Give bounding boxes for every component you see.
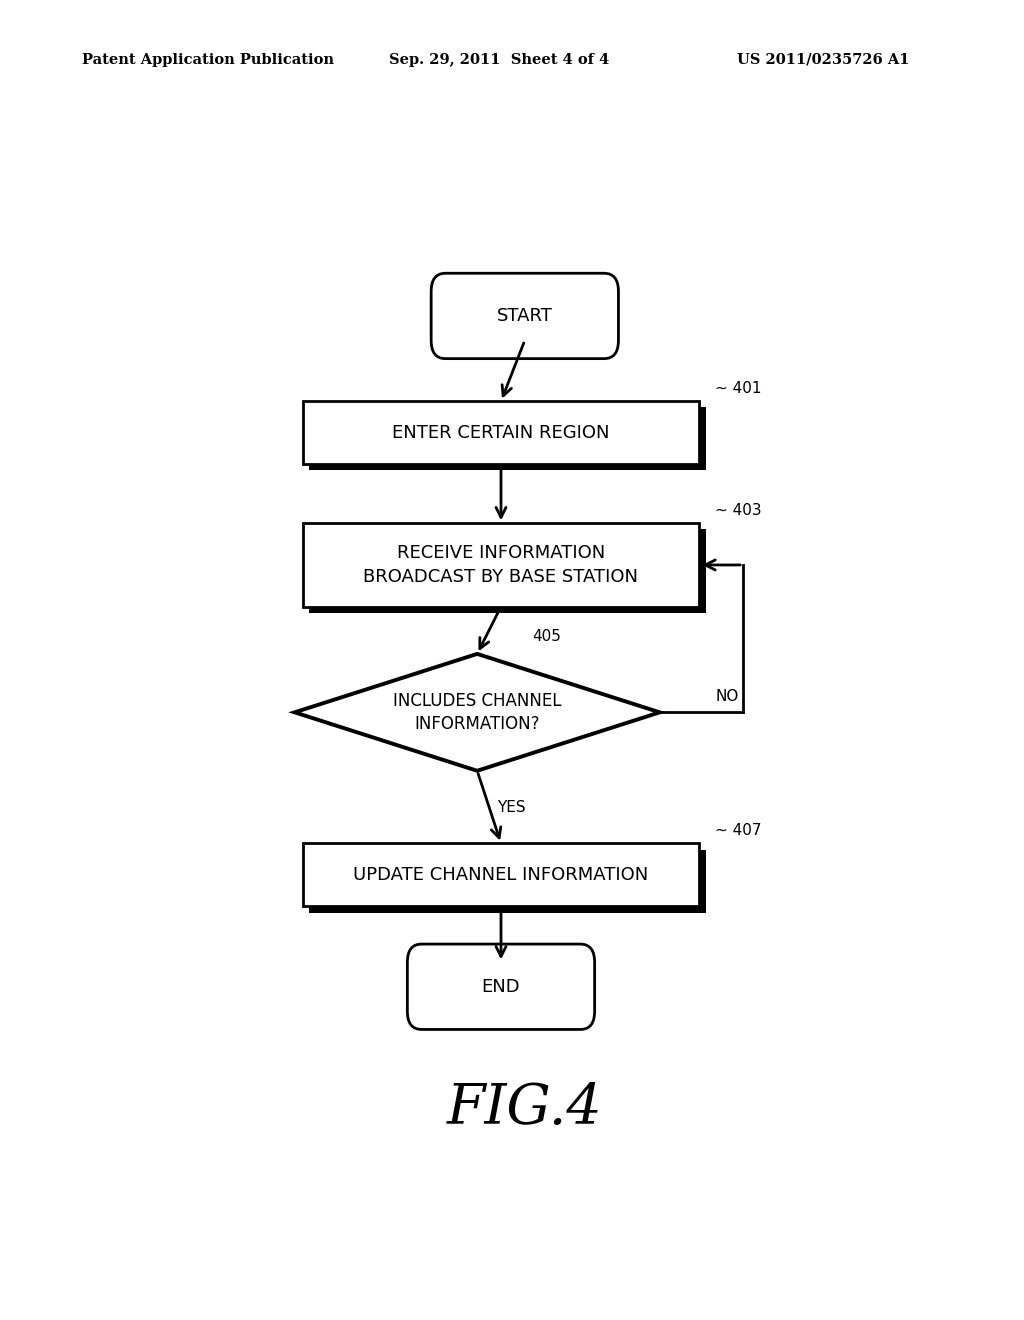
Text: NO: NO bbox=[716, 689, 739, 704]
Text: US 2011/0235726 A1: US 2011/0235726 A1 bbox=[737, 53, 909, 67]
Text: Sep. 29, 2011  Sheet 4 of 4: Sep. 29, 2011 Sheet 4 of 4 bbox=[389, 53, 609, 67]
Bar bbox=[303, 401, 699, 465]
Bar bbox=[309, 529, 706, 612]
FancyBboxPatch shape bbox=[431, 273, 618, 359]
Text: INCLUDES CHANNEL
INFORMATION?: INCLUDES CHANNEL INFORMATION? bbox=[393, 692, 561, 733]
Text: ~ 401: ~ 401 bbox=[715, 381, 762, 396]
Text: 405: 405 bbox=[531, 628, 561, 644]
Bar bbox=[303, 843, 699, 907]
Text: FIG.4: FIG.4 bbox=[447, 1081, 602, 1137]
Text: ~ 407: ~ 407 bbox=[715, 824, 762, 838]
Text: RECEIVE INFORMATION
BROADCAST BY BASE STATION: RECEIVE INFORMATION BROADCAST BY BASE ST… bbox=[364, 544, 639, 586]
Text: END: END bbox=[481, 978, 520, 995]
Polygon shape bbox=[295, 653, 659, 771]
Text: UPDATE CHANNEL INFORMATION: UPDATE CHANNEL INFORMATION bbox=[353, 866, 648, 884]
Text: ENTER CERTAIN REGION: ENTER CERTAIN REGION bbox=[392, 424, 609, 442]
FancyBboxPatch shape bbox=[408, 944, 595, 1030]
Text: Patent Application Publication: Patent Application Publication bbox=[82, 53, 334, 67]
Text: ~ 403: ~ 403 bbox=[715, 503, 762, 519]
Text: START: START bbox=[497, 308, 553, 325]
Bar bbox=[309, 408, 706, 470]
Bar bbox=[309, 850, 706, 912]
Bar bbox=[303, 523, 699, 607]
Text: YES: YES bbox=[497, 800, 525, 814]
